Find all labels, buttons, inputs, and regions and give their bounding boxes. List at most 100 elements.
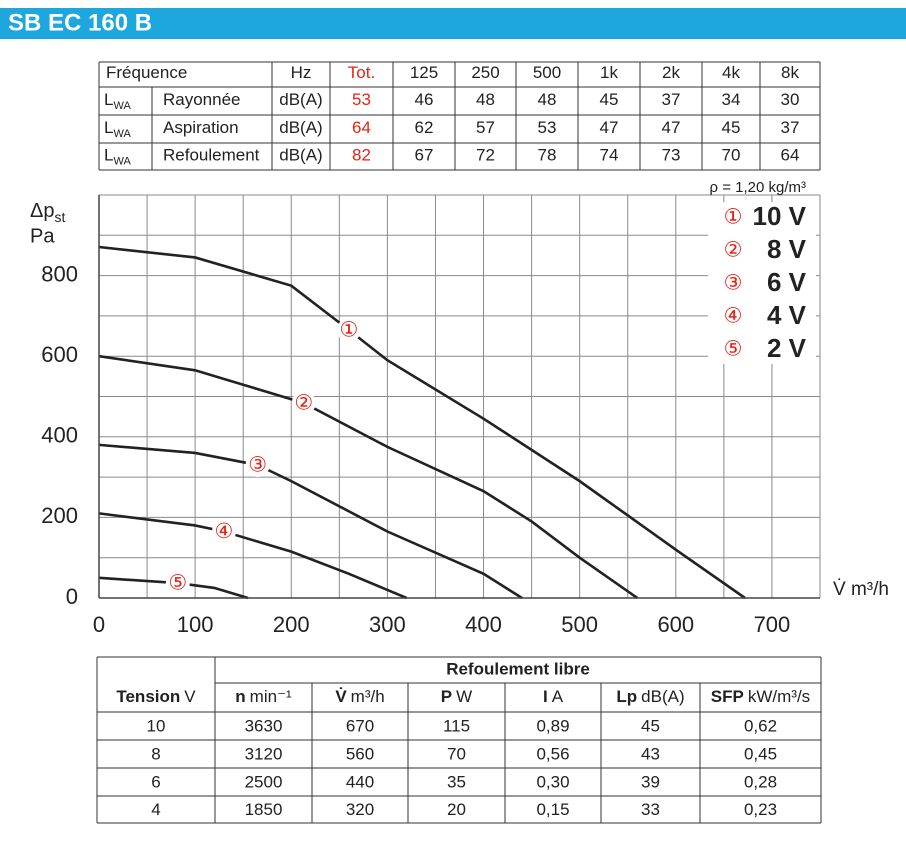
- curve-label: ⑤: [168, 572, 187, 595]
- y-axis-label-part: Δp: [30, 200, 54, 222]
- value-cell-part: 48: [538, 90, 557, 109]
- table-cell: 10: [147, 716, 166, 735]
- table-cell: 8: [151, 744, 160, 763]
- value-cell-part: 37: [662, 90, 681, 109]
- value-cell: 53: [538, 118, 557, 137]
- curve: [98, 576, 249, 600]
- value-cell-part: 74: [600, 146, 619, 165]
- x-tick-label: 700: [754, 612, 791, 637]
- table-cell: 1850: [245, 800, 283, 819]
- value-cell-part: 46: [415, 90, 434, 109]
- curve-label: ②: [294, 391, 313, 414]
- header-cell: 125: [410, 63, 438, 82]
- value-cell: 46: [415, 90, 434, 109]
- value-cell-part: 30: [781, 90, 800, 109]
- x-tick-label: 300: [369, 612, 406, 637]
- value-cell: 47: [600, 118, 619, 137]
- value-cell-part: 37: [781, 118, 800, 137]
- value-cell-part: 70: [722, 146, 741, 165]
- column-header-part: SFP: [711, 687, 744, 706]
- table-cell: 2500: [245, 772, 283, 791]
- page-title: SB EC 160 B: [8, 9, 152, 36]
- value-cell-part: 47: [600, 118, 619, 137]
- column-header: Tension V: [116, 687, 196, 706]
- value-cell: 45: [600, 90, 619, 109]
- curve: [98, 245, 746, 600]
- header-cell-part: 4k: [722, 63, 740, 82]
- legend-label: 8 V: [767, 234, 807, 264]
- total-cell: 64: [352, 118, 371, 137]
- lwa-label-part: WA: [113, 100, 131, 112]
- column-header-part: P: [441, 687, 452, 706]
- header-cell: 2k: [662, 63, 680, 82]
- column-header-part: dB(A): [641, 687, 684, 706]
- value-cell: 48: [538, 90, 557, 109]
- lwa-label-part: L: [104, 90, 113, 109]
- column-header: Lp dB(A): [616, 687, 684, 706]
- curve-label-bg: [165, 571, 190, 596]
- legend-marker: ③: [724, 272, 743, 295]
- header-cell: Fréquence: [106, 63, 187, 82]
- legend-marker: ②: [724, 239, 743, 262]
- legend-marker: ⑤: [724, 338, 743, 361]
- header-cell-part: 2k: [662, 63, 680, 82]
- header-cell: 8k: [781, 63, 799, 82]
- table-cell: 0,56: [536, 744, 569, 763]
- value-cell-part: 72: [476, 146, 495, 165]
- table-cell: 35: [447, 772, 466, 791]
- value-cell-part: 45: [722, 118, 741, 137]
- unit-cell-part: dB(A): [279, 118, 322, 137]
- column-header-part: W: [456, 687, 472, 706]
- table-cell: 670: [346, 716, 374, 735]
- y-tick-label: 800: [41, 261, 78, 286]
- lwa-label-part: WA: [113, 155, 131, 167]
- value-cell-part: 64: [781, 146, 800, 165]
- table-cell: 45: [641, 716, 660, 735]
- value-cell-part: 45: [600, 90, 619, 109]
- row-name: Aspiration: [163, 118, 239, 137]
- row-name-part: Refoulement: [163, 146, 260, 165]
- legend-label: 10 V: [753, 201, 807, 231]
- y-tick-label: 200: [41, 503, 78, 528]
- value-cell: 74: [600, 146, 619, 165]
- curve: [98, 512, 408, 600]
- header-cell-part: 8k: [781, 63, 799, 82]
- value-cell: 62: [415, 118, 434, 137]
- x-tick-label: 400: [465, 612, 502, 637]
- unit-cell-part: dB(A): [279, 90, 322, 109]
- column-header-part: Tension: [116, 687, 180, 706]
- value-cell-part: 57: [476, 118, 495, 137]
- legend-label: 4 V: [767, 300, 807, 330]
- curve-label-bg: [336, 318, 361, 343]
- column-header: SFP kW/m³/s: [711, 687, 810, 706]
- header-cell-part: 500: [533, 63, 561, 82]
- column-header-part: V: [184, 687, 196, 706]
- header-cell: Tot.: [348, 63, 375, 82]
- value-cell: 64: [781, 146, 800, 165]
- value-cell: 72: [476, 146, 495, 165]
- value-cell: 37: [662, 90, 681, 109]
- table-cell: 0,45: [744, 744, 777, 763]
- lwa-label-part: L: [104, 146, 113, 165]
- header-cell: 250: [471, 63, 499, 82]
- total-cell-part: 82: [352, 146, 371, 165]
- lwa-label-part: L: [104, 118, 113, 137]
- header-cell-part: Fréquence: [106, 63, 187, 82]
- legend-label: 2 V: [767, 333, 807, 363]
- x-tick-label: 0: [93, 612, 105, 637]
- column-header-part: V̇: [335, 687, 347, 706]
- unit-cell: dB(A): [279, 118, 322, 137]
- lwa-label: LWA: [104, 146, 131, 167]
- column-header-part: n: [235, 687, 245, 706]
- value-cell: 70: [722, 146, 741, 165]
- table-cell: 3630: [245, 716, 283, 735]
- row-name-part: Aspiration: [163, 118, 239, 137]
- curve-label-bg: [245, 453, 270, 478]
- value-cell: 73: [662, 146, 681, 165]
- value-cell: 34: [722, 90, 741, 109]
- value-cell: 67: [415, 146, 434, 165]
- total-cell: 53: [352, 90, 371, 109]
- header-cell-part: 125: [410, 63, 438, 82]
- legend-marker: ④: [724, 305, 743, 328]
